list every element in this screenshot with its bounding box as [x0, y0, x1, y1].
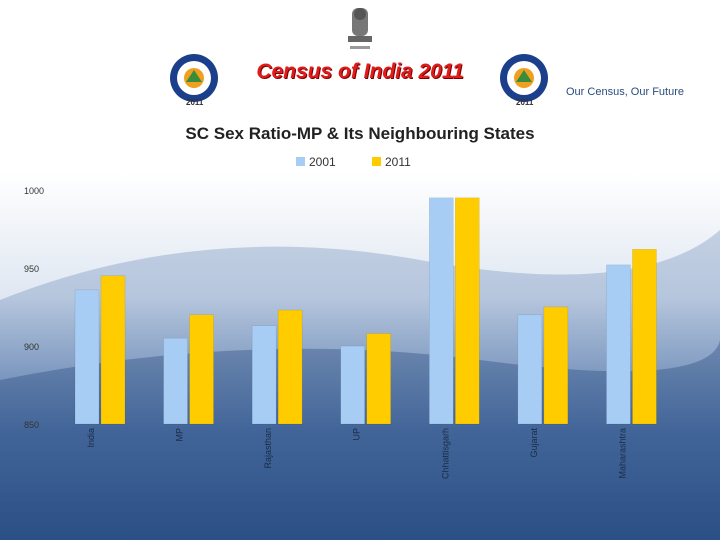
x-tick-label: Maharashtra: [617, 428, 627, 479]
x-tick-label: Chhattisgarh: [440, 428, 450, 479]
bar: [251, 325, 277, 425]
bar: [429, 197, 454, 425]
x-tick-label: MP: [175, 428, 185, 442]
x-tick-label: Gujarat: [529, 428, 539, 458]
bar: [366, 333, 391, 425]
y-tick-label: 850: [24, 420, 39, 430]
census-logo-icon: [170, 54, 218, 102]
legend-swatch: [296, 157, 305, 166]
logo-year-left: 2011: [186, 98, 204, 107]
x-tick-label: Rajasthan: [263, 428, 273, 469]
chart-title: SC Sex Ratio-MP & Its Neighbouring State…: [185, 124, 535, 143]
page-title: Census of India 2011: [256, 60, 464, 83]
logo-year-right: 2011: [516, 98, 534, 107]
bar: [455, 197, 480, 425]
y-tick-label: 900: [24, 342, 39, 352]
bar: [543, 306, 569, 425]
bar: [100, 275, 126, 425]
bar: [517, 314, 543, 425]
bar: [189, 314, 214, 425]
legend-swatch: [372, 157, 381, 166]
bar: [163, 337, 188, 425]
y-tick-label: 950: [24, 264, 39, 274]
y-tick-label: 1000: [24, 186, 44, 196]
bar: [632, 249, 657, 425]
legend-label: 2001: [309, 155, 336, 169]
bar: [74, 289, 100, 425]
tagline: Our Census, Our Future: [566, 86, 684, 98]
bar: [606, 264, 631, 425]
bar: [277, 309, 303, 425]
census-logo-icon: [500, 54, 548, 102]
national-emblem-icon: [348, 8, 372, 49]
legend-label: 2011: [385, 155, 411, 169]
x-tick-label: India: [86, 428, 96, 448]
x-tick-label: UP: [352, 428, 362, 441]
bar: [340, 345, 365, 425]
